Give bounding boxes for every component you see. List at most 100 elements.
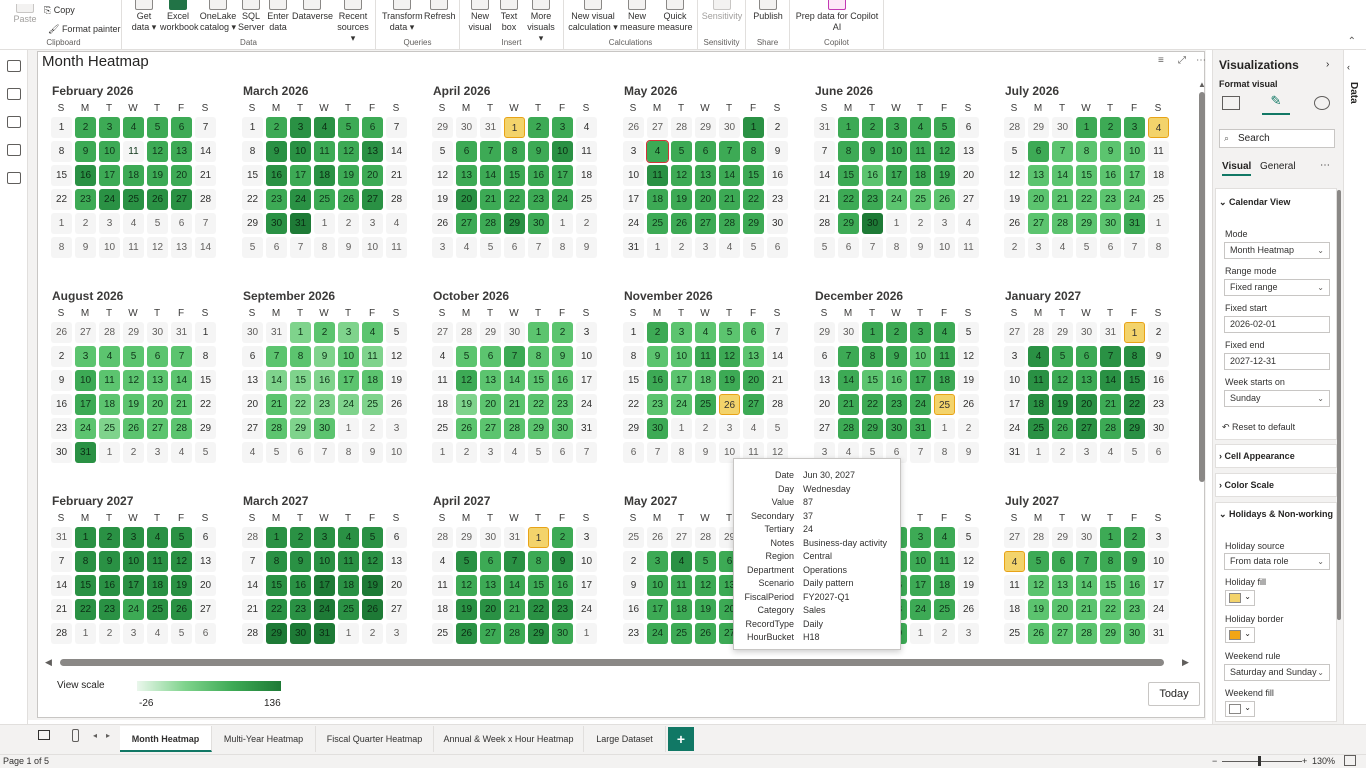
analytics-icon[interactable]	[1314, 96, 1330, 110]
day-cell[interactable]: 11	[910, 141, 931, 162]
day-cell[interactable]: 5	[147, 117, 168, 138]
day-cell[interactable]: 14	[504, 370, 525, 391]
day-cell[interactable]: 31	[1004, 442, 1025, 463]
day-cell[interactable]: 5	[743, 237, 764, 258]
day-cell[interactable]: 26	[362, 599, 383, 620]
day-cell[interactable]: 25	[362, 394, 383, 415]
report-view-icon[interactable]	[7, 60, 21, 72]
day-cell[interactable]: 16	[290, 575, 311, 596]
day-cell[interactable]: 30	[552, 418, 573, 439]
focus-mode-icon[interactable]: ⤢	[1178, 55, 1186, 66]
day-cell[interactable]: 4	[958, 213, 979, 234]
day-cell[interactable]: 2	[623, 551, 644, 572]
day-cell[interactable]: 19	[958, 575, 979, 596]
day-cell[interactable]: 13	[743, 346, 764, 367]
day-cell[interactable]: 10	[1148, 551, 1169, 572]
day-cell[interactable]: 10	[1124, 141, 1145, 162]
day-cell[interactable]: 3	[386, 623, 407, 644]
day-cell[interactable]: 22	[838, 189, 859, 210]
day-cell[interactable]: 3	[910, 527, 931, 548]
day-cell[interactable]: 15	[242, 165, 263, 186]
day-cell[interactable]: 12	[147, 141, 168, 162]
day-cell[interactable]: 18	[934, 575, 955, 596]
day-cell[interactable]: 2	[1052, 442, 1073, 463]
vertical-scroll-thumb[interactable]	[1199, 92, 1205, 482]
day-cell[interactable]: 25	[338, 599, 359, 620]
day-cell[interactable]: 14	[1052, 165, 1073, 186]
day-cell[interactable]: 12	[362, 551, 383, 572]
day-cell[interactable]: 17	[1124, 165, 1145, 186]
day-cell[interactable]: 26	[671, 213, 692, 234]
day-cell[interactable]: 29	[242, 213, 263, 234]
zoom-out-icon[interactable]: −	[1212, 756, 1218, 766]
day-cell[interactable]: 17	[576, 370, 597, 391]
day-cell[interactable]: 8	[242, 141, 263, 162]
day-cell[interactable]: 7	[1124, 237, 1145, 258]
day-cell[interactable]: 18	[910, 165, 931, 186]
day-cell[interactable]: 1	[1076, 117, 1097, 138]
day-cell[interactable]: 6	[195, 623, 216, 644]
scroll-up-icon[interactable]: ▲	[1198, 80, 1206, 89]
day-cell[interactable]: 2	[862, 117, 883, 138]
day-cell[interactable]: 11	[647, 165, 668, 186]
day-cell[interactable]: 11	[432, 575, 453, 596]
day-cell[interactable]: 22	[623, 394, 644, 415]
day-cell[interactable]: 3	[123, 623, 144, 644]
day-cell[interactable]: 27	[743, 394, 764, 415]
day-cell[interactable]: 23	[99, 599, 120, 620]
scroll-right-icon[interactable]: ▶	[1182, 657, 1189, 667]
day-cell[interactable]: 31	[51, 527, 72, 548]
day-cell[interactable]: 23	[1124, 599, 1145, 620]
day-cell[interactable]: 28	[242, 623, 263, 644]
day-cell[interactable]: 6	[552, 442, 573, 463]
day-cell[interactable]: 20	[242, 394, 263, 415]
day-cell[interactable]: 26	[386, 394, 407, 415]
day-cell[interactable]: 30	[1100, 213, 1121, 234]
day-cell[interactable]: 19	[456, 394, 477, 415]
zoom-in-icon[interactable]: +	[1302, 756, 1308, 766]
day-cell[interactable]: 10	[910, 346, 931, 367]
holidays-section[interactable]: ⌄ Holidays & Non-working	[1219, 509, 1334, 519]
zoom-thumb[interactable]	[1258, 756, 1261, 766]
day-cell[interactable]: 28	[719, 213, 740, 234]
day-cell[interactable]: 30	[862, 213, 883, 234]
day-cell[interactable]: 28	[456, 322, 477, 343]
day-cell[interactable]: 27	[695, 213, 716, 234]
day-cell[interactable]: 13	[195, 551, 216, 572]
day-cell[interactable]: 27	[171, 189, 192, 210]
day-cell[interactable]: 29	[290, 418, 311, 439]
day-cell[interactable]: 7	[528, 237, 549, 258]
day-cell[interactable]: 11	[1028, 370, 1049, 391]
day-cell[interactable]: 28	[504, 418, 525, 439]
day-cell[interactable]: 10	[75, 370, 96, 391]
day-cell[interactable]: 11	[958, 237, 979, 258]
day-cell[interactable]: 28	[767, 394, 788, 415]
horizontal-scrollbar[interactable]: ◀ ▶	[42, 656, 1196, 668]
day-cell[interactable]: 27	[1004, 527, 1025, 548]
day-cell[interactable]: 24	[99, 189, 120, 210]
day-cell[interactable]: 19	[386, 370, 407, 391]
day-cell[interactable]: 16	[99, 575, 120, 596]
day-cell[interactable]: 30	[1076, 322, 1097, 343]
day-cell[interactable]: 28	[266, 418, 287, 439]
day-cell[interactable]: 16	[75, 165, 96, 186]
day-cell[interactable]: 10	[886, 141, 907, 162]
day-cell[interactable]: 28	[671, 117, 692, 138]
day-cell[interactable]: 1	[51, 117, 72, 138]
day-cell[interactable]: 12	[934, 141, 955, 162]
day-cell[interactable]: 18	[1148, 165, 1169, 186]
day-cell[interactable]: 1	[528, 527, 549, 548]
day-cell[interactable]: 25	[314, 189, 335, 210]
tab-general[interactable]: General	[1260, 161, 1296, 172]
day-cell[interactable]: 6	[386, 527, 407, 548]
day-cell[interactable]: 29	[862, 418, 883, 439]
day-cell[interactable]: 28	[242, 527, 263, 548]
day-cell[interactable]: 17	[576, 575, 597, 596]
day-cell[interactable]: 9	[51, 370, 72, 391]
day-cell[interactable]: 20	[1028, 189, 1049, 210]
day-cell[interactable]: 30	[456, 117, 477, 138]
day-cell[interactable]: 10	[99, 141, 120, 162]
day-cell[interactable]: 7	[767, 322, 788, 343]
day-cell[interactable]: 2	[576, 213, 597, 234]
day-cell[interactable]: 20	[480, 394, 501, 415]
